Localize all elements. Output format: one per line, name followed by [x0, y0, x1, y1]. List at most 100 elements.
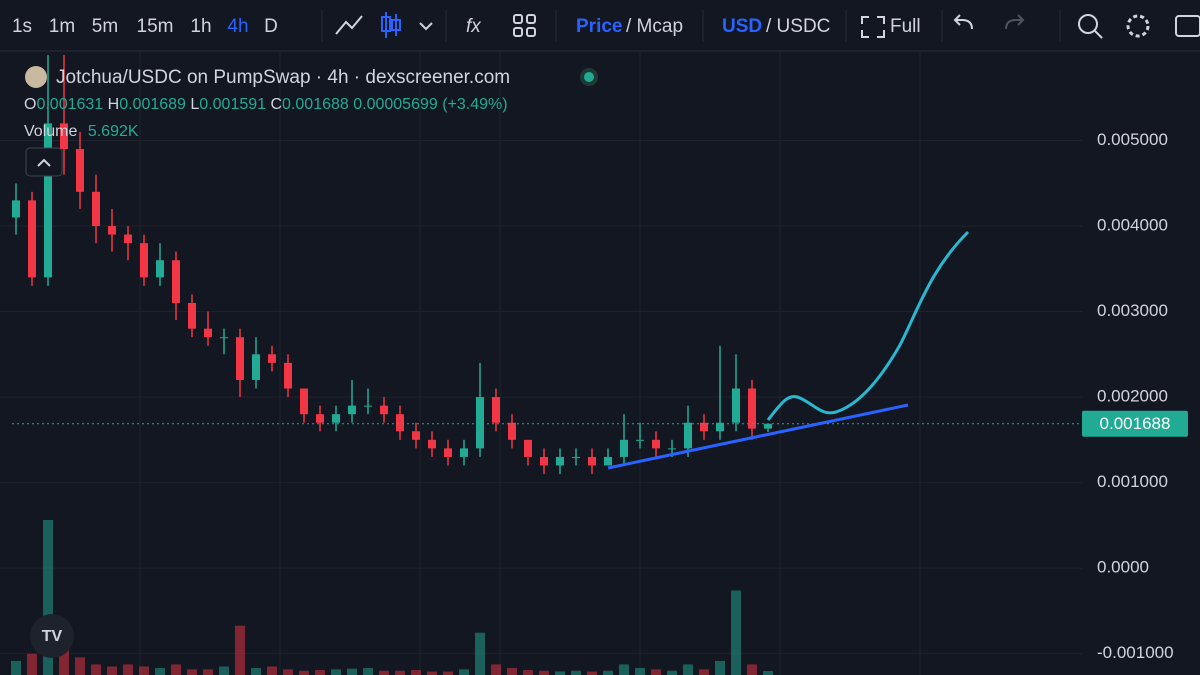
candle-body — [540, 456, 548, 466]
status-dot — [584, 72, 594, 82]
legend-value: 0.001591 — [199, 96, 266, 113]
dropdown-icon[interactable] — [419, 22, 433, 31]
candle-body — [572, 456, 580, 458]
legend-value: 0.001689 — [119, 96, 186, 113]
layout-icon[interactable] — [513, 14, 536, 37]
volume-bar — [315, 670, 325, 675]
collapse-icon — [37, 158, 51, 167]
y-tick-label: 0.005000 — [1097, 130, 1168, 149]
volume-bar — [43, 520, 53, 675]
volume-bar — [491, 664, 501, 675]
y-tick-label: -0.001000 — [1097, 643, 1174, 662]
ohlc-legend: O0.001631 H0.001689 L0.001591 C0.001688 … — [24, 96, 508, 113]
tv-logo-bg[interactable] — [30, 614, 74, 658]
candle-body — [348, 405, 356, 415]
candle-body — [60, 123, 68, 150]
candle-body — [636, 439, 644, 441]
tv-logo: TV — [42, 628, 63, 645]
vertical-grid — [139, 52, 921, 675]
volume-bar — [747, 664, 757, 675]
legend-value: 0.001631 — [36, 96, 103, 113]
legend-key: O — [24, 96, 36, 113]
volume-bar — [203, 669, 213, 675]
volume-bar — [475, 632, 485, 675]
volume-bar — [107, 666, 117, 675]
price-label-bg — [1082, 410, 1188, 437]
candle-body — [188, 302, 196, 329]
mcap-toggle[interactable]: / Mcap — [626, 16, 683, 37]
candle-icon[interactable] — [381, 12, 401, 38]
token-avatar — [25, 66, 47, 88]
price-label: 0.001688 — [1100, 414, 1171, 433]
interval-button[interactable]: 4h — [227, 16, 248, 37]
candle-body — [236, 337, 244, 380]
interval-button[interactable]: 5m — [92, 16, 118, 37]
y-tick-label: 0.001000 — [1097, 472, 1168, 491]
chart-title: Jotchua/USDC on PumpSwap · 4h · dexscree… — [56, 67, 510, 88]
volume-bar — [411, 670, 421, 675]
redo-icon[interactable] — [1005, 14, 1025, 30]
candle-body — [748, 388, 756, 429]
line-chart-icon[interactable] — [335, 15, 363, 35]
candle-body — [364, 405, 372, 407]
volume-bar — [123, 664, 133, 675]
volume-bar — [699, 669, 709, 675]
candle-body — [92, 191, 100, 227]
full-button[interactable]: Full — [890, 16, 921, 37]
legend: Jotchua/USDC on PumpSwap · 4h · dexscree… — [24, 66, 598, 658]
undo-icon[interactable] — [953, 14, 973, 30]
candle-body — [604, 456, 612, 466]
legend-key: H — [108, 96, 120, 113]
volume-bar — [651, 669, 661, 675]
settings-icon[interactable] — [1126, 14, 1150, 38]
volume-bar — [379, 670, 389, 675]
candle-body — [508, 422, 516, 440]
camera-icon[interactable] — [1175, 15, 1200, 37]
toolbar: fx Price / Mcap USD / USDC Full 1s 1m 5m 15… — [0, 10, 1200, 52]
usd-toggle[interactable]: USD — [722, 16, 762, 37]
plot: 0.005000 0.004000 0.003000 0.002000 0.001000… — [0, 54, 1188, 675]
candle-body — [764, 423, 772, 429]
candle-body — [716, 422, 724, 432]
candle-body — [476, 397, 484, 449]
volume-bar — [299, 670, 309, 675]
volume-bar — [395, 670, 405, 675]
volume-title: Volume — [24, 123, 77, 140]
candle-body — [684, 422, 692, 449]
y-tick-label: 0.0000 — [1097, 558, 1149, 577]
fullscreen-icon[interactable] — [861, 16, 885, 38]
volume-bar — [603, 670, 613, 675]
interval-button[interactable]: 1h — [190, 16, 211, 37]
volume-bar — [219, 666, 229, 675]
candle-body — [732, 388, 740, 423]
candle-body — [668, 448, 676, 450]
volume-bar — [571, 670, 581, 675]
volume-bar — [523, 670, 533, 675]
y-tick-label: 0.004000 — [1097, 216, 1168, 235]
volume-bar — [507, 667, 517, 675]
volume-bar — [667, 670, 677, 675]
interval-button[interactable]: D — [264, 16, 278, 37]
collapse-button[interactable] — [25, 147, 63, 177]
candle-body — [380, 405, 388, 415]
candle-body — [204, 328, 212, 338]
volume-bar — [139, 666, 149, 675]
candle-body — [316, 414, 324, 423]
candle-body — [396, 414, 404, 432]
candle-body — [12, 200, 20, 218]
price-toggle[interactable]: Price — [576, 16, 622, 37]
projection-drawing — [766, 230, 970, 421]
interval-button[interactable]: 1m — [49, 16, 75, 37]
candle-body — [492, 397, 500, 423]
interval-button[interactable]: 1s — [12, 16, 32, 37]
y-tick-label: 0.003000 — [1097, 301, 1168, 320]
indicators-icon[interactable]: fx — [466, 16, 482, 37]
interval-button[interactable]: 15m — [137, 16, 174, 37]
zoom-icon[interactable] — [1078, 14, 1098, 34]
candle-body — [556, 456, 564, 466]
usdc-toggle[interactable]: / USDC — [766, 16, 830, 37]
volume-bar — [683, 664, 693, 675]
volume-bar — [715, 660, 725, 675]
legend-key: C — [270, 96, 282, 113]
